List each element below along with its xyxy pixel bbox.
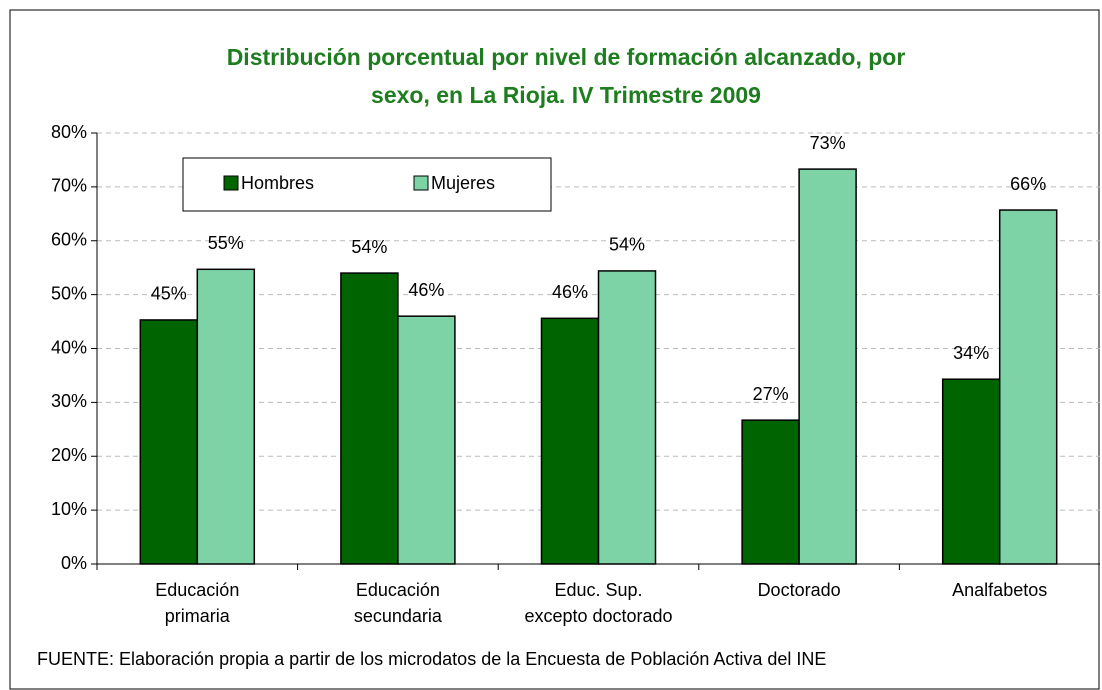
y-tick-label: 70% [51,176,87,196]
legend-label: Hombres [241,173,314,193]
data-label: 54% [609,235,645,255]
y-tick-label: 60% [51,230,87,250]
x-tick-label: Doctorado [758,580,841,600]
data-label: 55% [208,233,244,253]
y-tick-label: 0% [61,553,87,573]
legend-swatch [413,175,429,191]
bar [139,319,199,565]
data-label: 27% [753,384,789,404]
y-tick-label: 30% [51,391,87,411]
bar [941,378,1001,565]
x-tick-label: Educ. Sup. [554,580,642,600]
y-tick-label: 50% [51,283,87,303]
data-label: 34% [953,343,989,363]
data-label: 46% [408,280,444,300]
bar [196,268,256,565]
chart-title: sexo, en La Rioja. IV Trimestre 2009 [371,82,761,108]
bar [397,315,456,565]
bar [798,168,857,565]
legend-swatch [223,175,239,191]
x-tick-label: Educación [155,580,239,600]
legend-label: Mujeres [431,173,495,193]
source-note: FUENTE: Elaboración propia a partir de l… [37,649,826,669]
bar [597,270,657,565]
x-tick-label: Analfabetos [952,580,1047,600]
chart-title: Distribución porcentual por nivel de for… [227,44,906,70]
legend-box [182,157,552,212]
bar [540,317,600,565]
x-tick-label: excepto doctorado [524,606,672,626]
data-label: 66% [1010,174,1046,194]
bar [340,272,399,565]
y-tick-label: 80% [51,122,87,142]
bar [998,209,1058,565]
data-label: 73% [810,133,846,153]
y-tick-label: 40% [51,337,87,357]
y-tick-label: 20% [51,445,87,465]
x-tick-label: Educación [356,580,440,600]
data-label: 45% [151,284,187,304]
bar [741,419,800,565]
x-tick-label: secundaria [354,606,443,626]
data-label: 54% [351,237,387,257]
x-tick-label: primaria [165,606,231,626]
data-label: 46% [552,282,588,302]
y-tick-label: 10% [51,499,87,519]
